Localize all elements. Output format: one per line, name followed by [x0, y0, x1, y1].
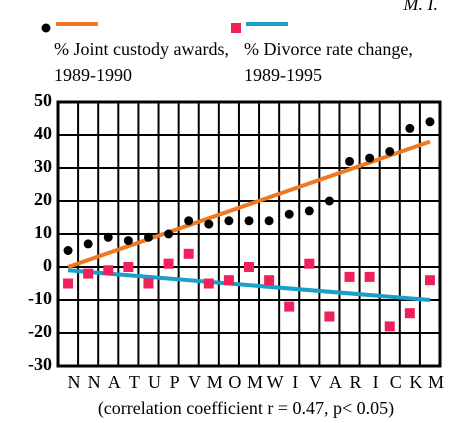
data-point [103, 265, 114, 276]
data-point [163, 258, 174, 269]
data-point [244, 262, 254, 272]
data-point [123, 262, 134, 272]
data-point [264, 216, 274, 226]
data-point [83, 239, 93, 249]
x-tick-label: P [170, 372, 180, 392]
x-axis-label: (correlation coefficient r = 0.47, p< 0.… [98, 398, 394, 419]
data-point [143, 232, 153, 242]
data-point [63, 246, 73, 255]
x-tick-label: M [247, 372, 263, 392]
x-tick-label: W [267, 372, 284, 392]
data-point [365, 153, 375, 163]
y-tick-label: 50 [34, 90, 52, 110]
y-tick-label: -10 [28, 288, 52, 308]
data-point [204, 219, 214, 229]
y-tick-label: 10 [34, 222, 52, 242]
data-point [324, 311, 335, 322]
x-tick-label: T [129, 372, 140, 392]
data-point [424, 275, 435, 286]
y-tick-label: -20 [28, 321, 52, 341]
x-tick-label: O [228, 372, 241, 392]
data-point [224, 216, 234, 226]
trend-line [67, 268, 431, 302]
x-tick-label: N [68, 372, 81, 392]
x-tick-label: I [373, 372, 379, 392]
data-point [83, 268, 94, 279]
x-tick-label: M [207, 372, 223, 392]
data-point [345, 156, 355, 166]
x-tick-label: A [108, 372, 121, 392]
x-tick-label: I [292, 372, 298, 392]
data-point [203, 278, 214, 289]
data-point [324, 196, 334, 206]
data-point [405, 123, 415, 133]
data-point [184, 216, 194, 226]
legend-marker [231, 23, 241, 33]
legend-marker [41, 23, 51, 33]
data-point [63, 278, 74, 289]
data-point [385, 147, 395, 156]
data-point [183, 248, 194, 259]
data-point [304, 206, 314, 216]
x-tick-label: C [390, 372, 402, 392]
data-point [223, 275, 234, 286]
legend-label: % Divorce rate change, 1989-1995 [244, 39, 413, 85]
x-tick-label: A [329, 372, 342, 392]
y-tick-label: -30 [28, 354, 52, 374]
data-point [384, 321, 395, 332]
data-point [425, 117, 435, 127]
data-point [103, 232, 113, 242]
data-point [264, 275, 275, 286]
x-tick-label: N [88, 372, 101, 392]
x-tick-label: V [188, 372, 201, 392]
plot-frame [56, 100, 442, 368]
data-point [344, 271, 355, 282]
x-tick-label: K [409, 372, 422, 392]
data-point [164, 229, 174, 239]
y-tick-label: 40 [34, 123, 52, 143]
data-point [143, 278, 154, 289]
data-point [364, 271, 375, 282]
data-point [123, 236, 133, 246]
data-point [304, 258, 315, 269]
annotation: M. I. [403, 0, 439, 14]
y-tick-label: 0 [43, 255, 52, 275]
y-tick-label: 20 [34, 189, 52, 209]
x-tick-label: U [148, 372, 161, 392]
legend-label: % Joint custody awards, 1989-1990 [54, 39, 229, 85]
x-tick-label: M [428, 372, 444, 392]
trend-line [67, 139, 431, 269]
x-tick-label: V [309, 372, 322, 392]
x-tick-label: R [350, 372, 362, 392]
data-point [284, 301, 295, 312]
data-point [244, 216, 254, 226]
data-point [284, 209, 294, 219]
y-tick-label: 30 [34, 156, 52, 176]
data-point [404, 308, 415, 319]
